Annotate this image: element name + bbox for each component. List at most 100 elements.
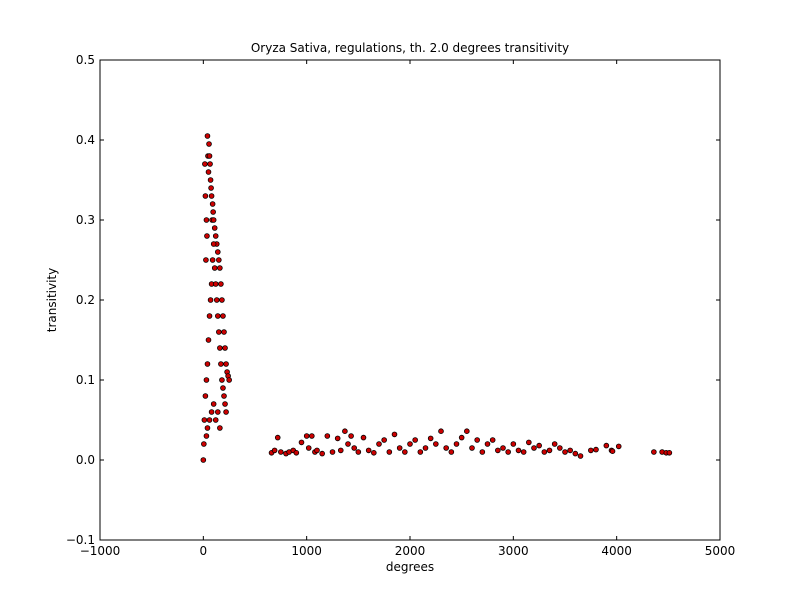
y-tick-label: 0.3 bbox=[76, 213, 95, 227]
data-point bbox=[215, 409, 221, 415]
data-point bbox=[206, 313, 213, 319]
data-point bbox=[351, 445, 358, 451]
y-tick-label: 0.0 bbox=[76, 453, 95, 467]
data-point bbox=[536, 442, 542, 449]
data-point bbox=[203, 217, 210, 223]
data-point bbox=[479, 449, 486, 455]
data-point bbox=[337, 447, 344, 454]
data-point bbox=[557, 445, 563, 451]
data-point bbox=[365, 447, 372, 454]
data-point bbox=[207, 297, 214, 303]
data-point bbox=[202, 393, 209, 399]
data-point bbox=[386, 449, 393, 455]
data-point bbox=[217, 345, 223, 351]
x-tick-label: 5000 bbox=[705, 544, 736, 558]
data-point bbox=[207, 161, 213, 167]
data-point bbox=[314, 447, 320, 454]
data-point bbox=[376, 441, 382, 447]
data-point bbox=[218, 361, 224, 367]
data-point bbox=[469, 445, 475, 451]
data-point bbox=[342, 428, 348, 435]
data-point bbox=[207, 177, 214, 183]
data-point bbox=[217, 425, 223, 431]
data-point bbox=[206, 417, 213, 423]
data-point bbox=[222, 401, 228, 407]
data-point bbox=[212, 233, 219, 239]
y-tick-label: 0.2 bbox=[76, 293, 95, 307]
data-point bbox=[220, 385, 226, 391]
data-point bbox=[208, 185, 214, 191]
y-tick-label: 0.4 bbox=[76, 133, 95, 147]
data-point bbox=[201, 417, 208, 423]
data-point bbox=[329, 449, 336, 455]
data-point bbox=[221, 393, 227, 399]
data-point bbox=[324, 433, 331, 439]
data-point bbox=[217, 265, 223, 271]
data-point bbox=[464, 428, 470, 435]
data-point bbox=[220, 313, 226, 319]
data-point bbox=[204, 425, 211, 431]
data-point bbox=[484, 441, 491, 447]
data-point bbox=[201, 441, 207, 447]
data-point bbox=[205, 337, 212, 343]
axis-ticks: −1000 0 1000 2000 3000 4000 5000 −0.1 0.0 0.1 0.2 0… bbox=[66, 53, 735, 558]
data-point bbox=[427, 435, 434, 442]
data-point bbox=[219, 297, 225, 303]
data-point bbox=[209, 201, 216, 207]
data-point bbox=[334, 435, 341, 442]
data-point bbox=[221, 329, 227, 335]
data-point bbox=[407, 441, 413, 447]
data-point bbox=[417, 449, 424, 455]
data-point bbox=[443, 445, 449, 451]
y-tick-label: −0.1 bbox=[66, 533, 95, 547]
data-point bbox=[206, 153, 213, 159]
data-point bbox=[293, 449, 300, 456]
data-point bbox=[355, 449, 362, 455]
data-point bbox=[216, 257, 222, 263]
x-axis-label: degrees bbox=[386, 560, 434, 574]
data-point bbox=[206, 141, 212, 147]
data-point bbox=[438, 428, 444, 435]
data-point bbox=[211, 225, 218, 231]
data-point bbox=[204, 361, 211, 367]
y-axis-label: transitivity bbox=[45, 268, 59, 332]
data-point bbox=[546, 447, 553, 454]
data-point bbox=[500, 445, 506, 451]
data-point bbox=[309, 433, 315, 439]
data-point bbox=[223, 361, 229, 367]
data-point bbox=[345, 441, 351, 447]
data-point bbox=[203, 257, 209, 263]
data-point bbox=[433, 441, 439, 447]
x-tick-label: 0 bbox=[200, 544, 208, 558]
data-point bbox=[572, 450, 579, 457]
data-point bbox=[505, 449, 511, 455]
data-point bbox=[210, 209, 216, 215]
data-point bbox=[603, 442, 610, 449]
data-point bbox=[609, 448, 616, 455]
data-point bbox=[402, 449, 408, 455]
data-point bbox=[204, 133, 211, 139]
data-point bbox=[495, 447, 501, 454]
data-point bbox=[215, 313, 221, 319]
data-point bbox=[212, 417, 219, 423]
x-tick-label: 2000 bbox=[395, 544, 426, 558]
data-point bbox=[593, 446, 599, 453]
data-point bbox=[210, 401, 217, 407]
data-point bbox=[271, 447, 278, 454]
data-point bbox=[203, 433, 210, 439]
y-tick-label: 0.5 bbox=[76, 53, 95, 67]
data-point bbox=[216, 329, 222, 335]
data-point bbox=[211, 265, 218, 271]
data-point bbox=[562, 449, 568, 455]
data-point bbox=[204, 233, 210, 239]
data-point bbox=[219, 377, 225, 383]
data-point bbox=[615, 443, 622, 450]
y-tick-label: 0.1 bbox=[76, 373, 95, 387]
data-point bbox=[551, 441, 558, 447]
data-point bbox=[298, 439, 305, 446]
chart-title: Oryza Sativa, regulations, th. 2.0 degre… bbox=[251, 41, 569, 55]
data-points bbox=[200, 133, 673, 463]
data-point bbox=[651, 449, 657, 455]
